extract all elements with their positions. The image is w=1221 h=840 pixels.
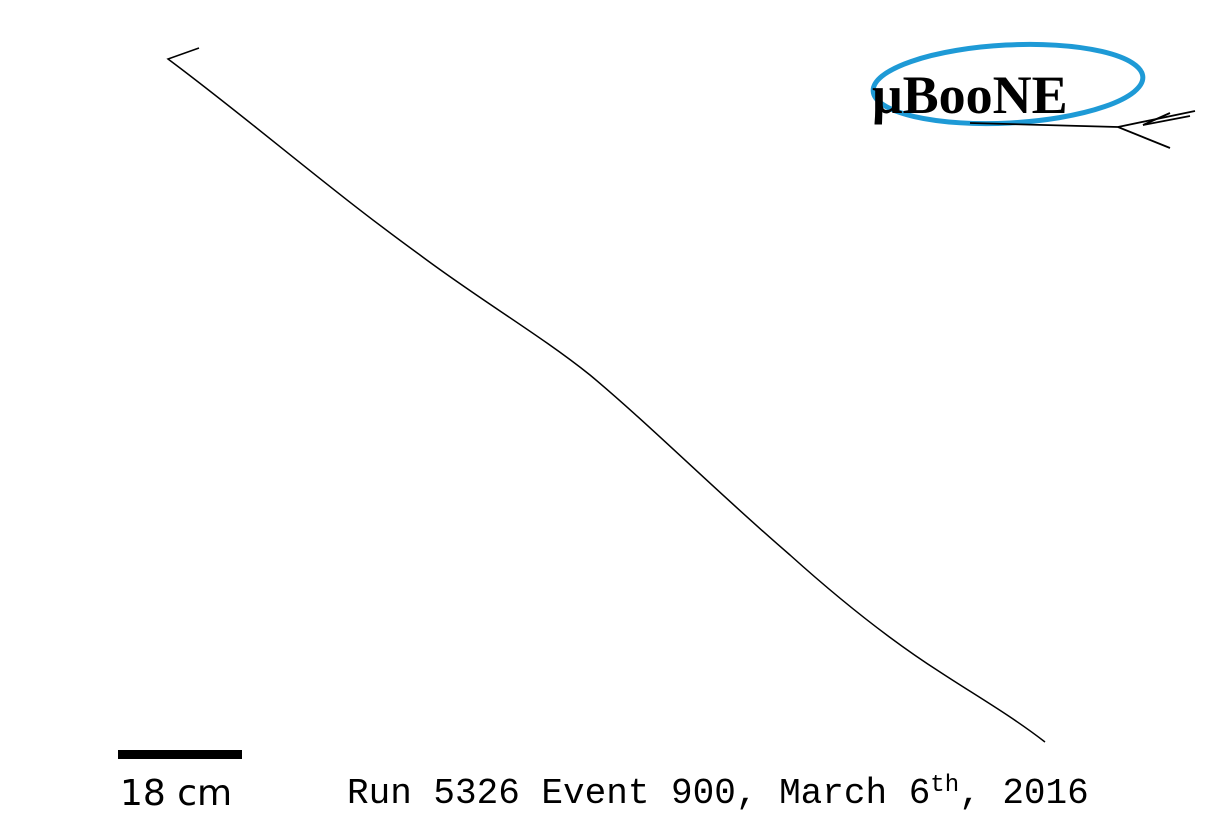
event-info-ordinal: th — [930, 772, 960, 799]
logo-text: μBooNE — [872, 65, 1068, 125]
event-info-year: , 2016 — [959, 773, 1089, 814]
logo-ring — [870, 41, 1146, 127]
microboone-logo: μBooNE — [870, 41, 1196, 149]
scale-bar — [118, 750, 242, 759]
neutrino-arrow-icon — [969, 110, 1196, 149]
scale-label: 18 cm — [120, 773, 233, 814]
event-info: Run 5326 Event 900, March 6th, 2016 — [347, 772, 1089, 816]
particle-track — [166, 47, 1046, 743]
event-info-main: Run 5326 Event 900, March 6 — [347, 773, 931, 814]
